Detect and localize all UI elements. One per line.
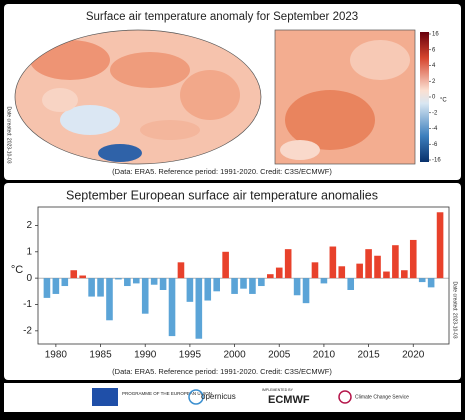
bar — [204, 278, 212, 301]
chart-credit: (Data: ERA5. Reference period: 1991-2020… — [112, 367, 332, 376]
eu-label: PROGRAMME OF THE EUROPEAN UNION — [122, 391, 212, 396]
bar — [284, 249, 292, 279]
x-tick-label: 1990 — [134, 350, 157, 361]
bar — [392, 245, 399, 279]
bar — [383, 271, 390, 279]
x-tick-label: 2000 — [223, 350, 246, 361]
bar — [132, 278, 140, 284]
colorbar-tick-label: 16 — [432, 32, 439, 38]
bar — [320, 278, 328, 284]
colorbar-tick-label: -6 — [432, 142, 438, 148]
implemented-label: IMPLEMENTED BY — [262, 388, 294, 392]
bar — [79, 275, 86, 279]
bar — [231, 278, 238, 294]
bar — [436, 212, 444, 279]
bar — [115, 278, 122, 280]
colorbar-tick-label: 2 — [432, 79, 436, 85]
bar — [356, 263, 363, 279]
bar — [275, 267, 283, 279]
bar — [195, 278, 203, 339]
bar — [159, 278, 167, 290]
y-tick-label: 2 — [26, 220, 32, 231]
bar — [293, 278, 301, 296]
bar — [70, 270, 78, 279]
bar — [168, 278, 176, 337]
colorbar-tick-label: 6 — [432, 47, 436, 53]
bar — [249, 278, 256, 294]
bar — [88, 278, 95, 297]
x-tick-label: 2005 — [268, 350, 291, 361]
bar — [150, 278, 158, 285]
bar — [401, 270, 408, 279]
bar — [106, 278, 113, 321]
bar — [61, 278, 69, 287]
y-axis-label: °C — [11, 264, 23, 276]
bar — [52, 278, 60, 294]
bar — [43, 278, 51, 298]
bar — [427, 278, 435, 288]
x-tick-label: 2015 — [357, 350, 380, 361]
ecmwf-label: ECMWF — [268, 394, 310, 406]
chart-title: September European surface air temperatu… — [66, 188, 378, 202]
bar — [302, 278, 310, 304]
bar — [365, 249, 372, 279]
map-title: Surface air temperature anomaly for Sept… — [86, 11, 358, 23]
x-tick-label: 2010 — [313, 350, 336, 361]
y-tick-label: 1 — [26, 246, 32, 257]
colorbar — [420, 32, 429, 162]
colorbar-tick-label: -4 — [432, 126, 438, 132]
bar — [374, 255, 381, 279]
bar — [124, 278, 131, 287]
bar — [97, 278, 104, 297]
c3s-label: Climate Change Service — [355, 394, 409, 400]
footer-logos: PROGRAMME OF THE EUROPEAN UNION opernicu… — [92, 388, 409, 406]
colorbar-tick-label: 0 — [432, 95, 436, 101]
bar — [222, 251, 229, 279]
bar — [409, 239, 417, 279]
map-credit: (Data: ERA5. Reference period: 1991-2020… — [112, 167, 332, 176]
bar — [141, 278, 149, 314]
bar — [258, 278, 265, 287]
footer-panel — [4, 383, 461, 412]
bar — [177, 262, 185, 279]
chart-date: Date created: 2023-10-03 — [452, 282, 458, 339]
colorbar-unit: °C — [440, 98, 447, 104]
x-tick-label: 1980 — [45, 350, 68, 361]
colorbar-tick-label: -16 — [432, 158, 441, 164]
bar — [338, 266, 346, 279]
plot-frame — [37, 206, 450, 345]
x-tick-label: 1995 — [179, 350, 202, 361]
y-tick-label: -1 — [23, 299, 32, 310]
y-tick-label: -2 — [23, 325, 32, 336]
bar — [186, 278, 194, 302]
bar — [267, 274, 274, 279]
bar — [347, 278, 355, 290]
bar — [329, 246, 337, 279]
world-map — [15, 30, 261, 164]
colorbar-tick-label: -2 — [432, 110, 438, 116]
bar — [240, 278, 247, 289]
x-tick-label: 1985 — [89, 350, 112, 361]
europe-map — [274, 29, 416, 165]
bar — [213, 278, 220, 292]
colorbar-tick-label: 4 — [432, 63, 436, 69]
map-date: Date created: 2023-10-03 — [6, 107, 12, 164]
bar — [311, 262, 319, 279]
x-tick-label: 2020 — [402, 350, 425, 361]
globe-outline — [14, 29, 262, 165]
copernicus-label: opernicus — [201, 392, 236, 401]
y-tick-label: 0 — [26, 273, 32, 284]
bar — [418, 278, 426, 283]
